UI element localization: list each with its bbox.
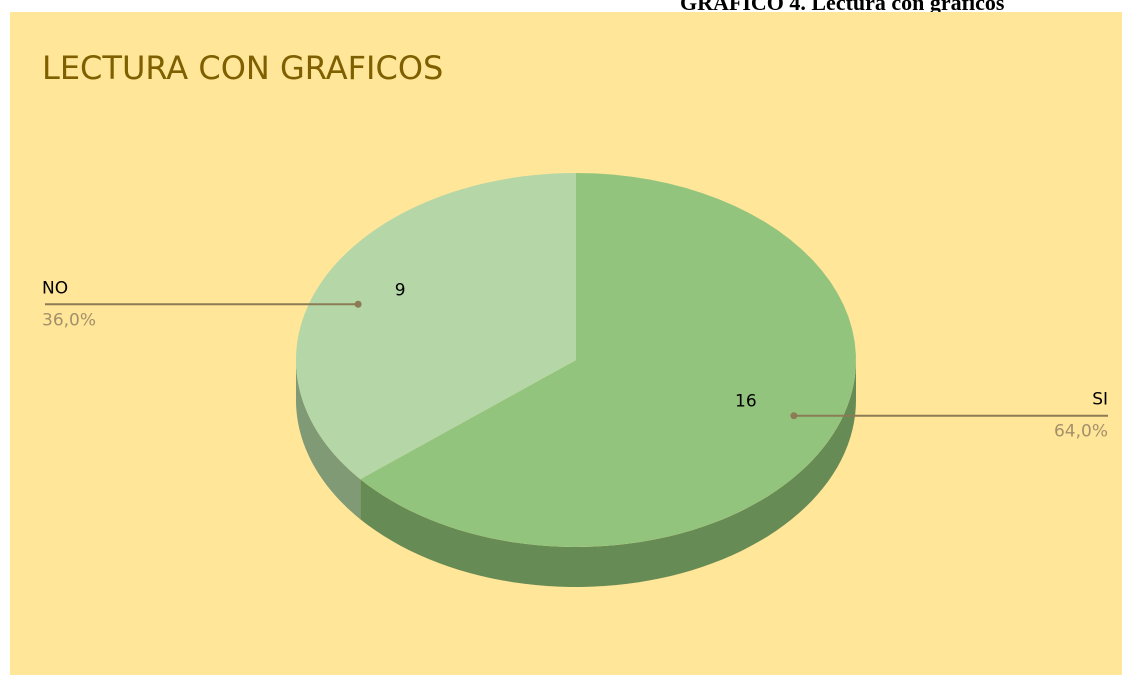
chart-title: LECTURA CON GRAFICOS xyxy=(42,49,443,87)
caption: GRÁFICO 4. Lectura con gráficos xyxy=(680,0,1005,15)
data-label: 9 xyxy=(395,280,406,300)
pie-slice xyxy=(296,173,576,480)
percent-label: 36,0% xyxy=(42,310,96,330)
leader-dot xyxy=(354,300,362,308)
percent-label: 64,0% xyxy=(1054,422,1108,442)
pie-side xyxy=(296,360,361,520)
category-label: NO xyxy=(42,278,68,298)
pie-slice xyxy=(360,173,856,547)
category-label: SI xyxy=(1092,390,1108,410)
pie-side xyxy=(360,360,856,587)
leader-dot xyxy=(790,412,798,420)
data-label: 16 xyxy=(735,392,757,412)
